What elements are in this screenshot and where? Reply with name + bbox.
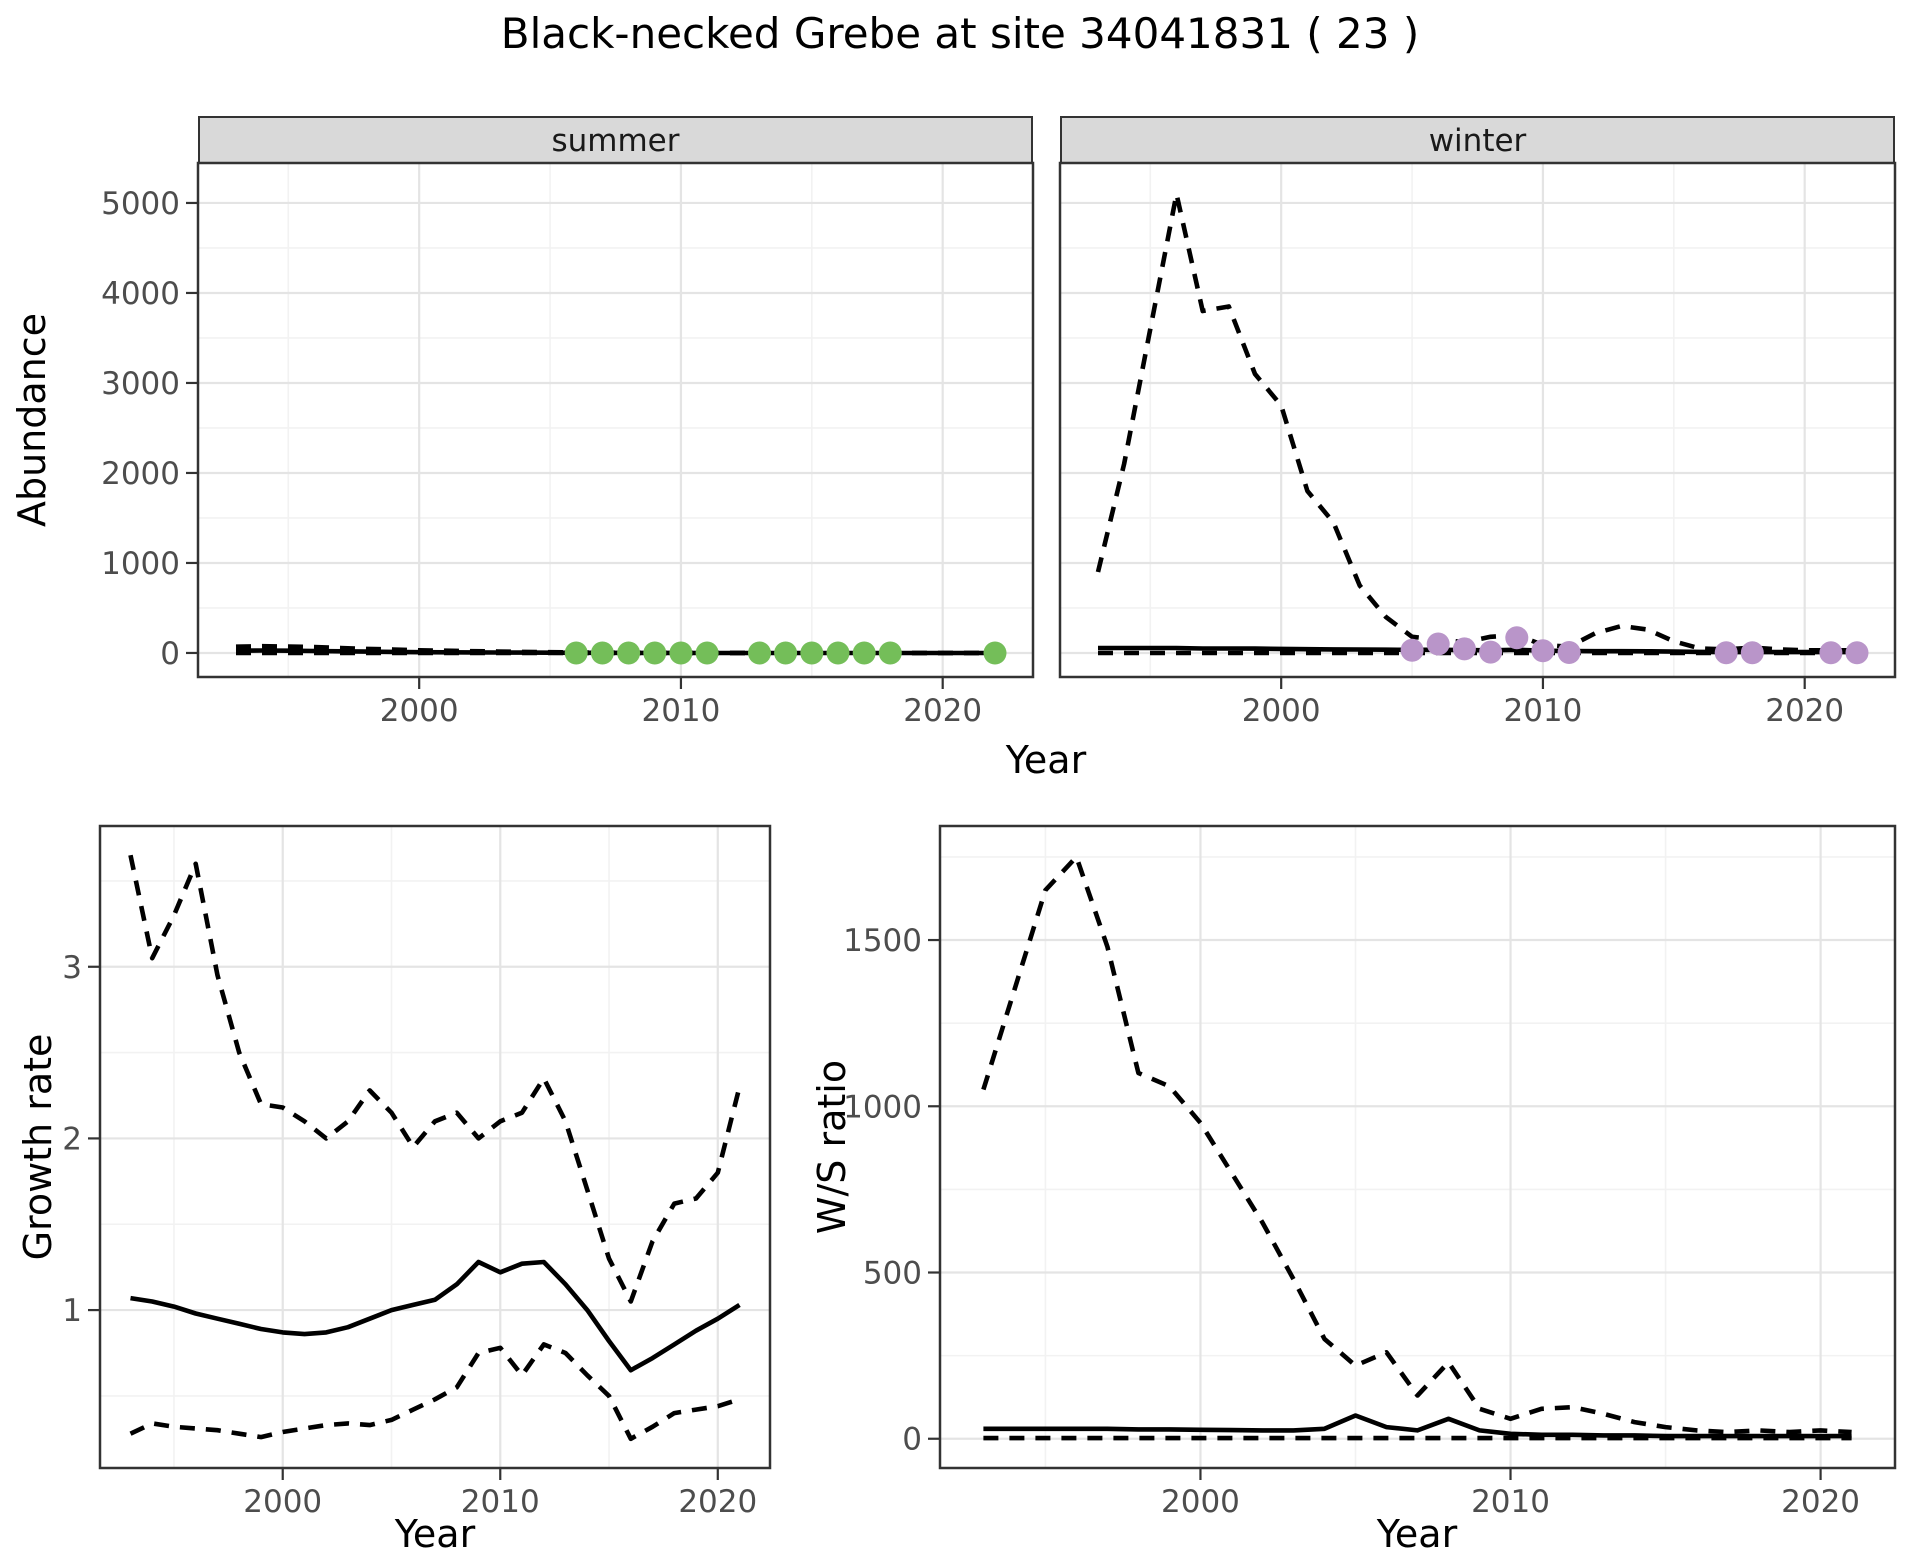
growth_rate-x-tick-label: 2010 — [461, 1484, 540, 1520]
facet-strip-summer-label: summer — [551, 122, 680, 159]
abundance_winter-observed-point — [1557, 641, 1581, 664]
abundance_winter-panel-background — [1060, 163, 1895, 677]
abundance_summer-observed-point — [800, 641, 824, 665]
abundance_winter-observed-point — [1400, 638, 1424, 662]
abundance_summer-panel-border — [196, 161, 1035, 679]
growth_rate-panel-border — [98, 824, 772, 1470]
abundance_summer-observed-point — [748, 641, 771, 665]
page-title: Black-necked Grebe at site 34041831 ( 23… — [500, 9, 1420, 58]
growth_rate-y-tick-label: 2 — [62, 1121, 82, 1157]
ws_ratio-x-tick-label: 2020 — [1781, 1484, 1860, 1520]
facet-strip-summer: summer — [198, 116, 1033, 165]
abundance_summer-observed-point — [564, 641, 588, 665]
growth_rate-x-tick-label: 2000 — [243, 1484, 322, 1520]
abundance_summer-panel-background — [198, 163, 1033, 677]
growth_rate-y-tick-label: 3 — [62, 950, 82, 986]
abundance_winter-observed-point — [1740, 641, 1764, 665]
growth-rate-x-axis-title: Year — [394, 1512, 476, 1556]
ws_ratio-panel-border — [938, 824, 1897, 1470]
abundance_winter-x-tick-label: 2010 — [1503, 693, 1582, 729]
abundance_summer-observed-point — [695, 641, 719, 665]
ws_ratio-x-tick-label: 2010 — [1471, 1484, 1550, 1520]
growth_rate-x-tick-label: 2020 — [678, 1484, 757, 1520]
abundance_summer-x-tick-label: 2010 — [641, 693, 720, 729]
ws_ratio-panel-background — [940, 826, 1895, 1468]
abundance_winter-observed-point — [1714, 641, 1738, 665]
abundance_winter-observed-point — [1505, 626, 1529, 650]
abundance_summer-x-tick-label: 2000 — [380, 693, 459, 729]
abundance_summer-y-tick-label: 5000 — [101, 186, 180, 222]
abundance_winter-observed-point — [1426, 632, 1450, 656]
abundance_summer-x-tick-label: 2020 — [903, 693, 982, 729]
abundance_winter-observed-point — [1819, 641, 1843, 665]
abundance_winter-upper_ci-line — [1095, 191, 1857, 653]
abundance_summer-observed-point — [643, 641, 667, 665]
abundance_summer-observed-point — [774, 641, 798, 665]
abundance_winter-observed-point — [1531, 639, 1555, 663]
ws_ratio-y-tick-label: 0 — [902, 1422, 922, 1458]
abundance_summer-y-tick-label: 3000 — [101, 366, 180, 402]
growth_rate-panel-background — [100, 826, 770, 1468]
ws_ratio-fit-line — [983, 1413, 1852, 1439]
abundance_summer-observed-point — [617, 641, 641, 665]
growth_rate-upper_ci-line — [128, 854, 742, 1304]
ws-ratio-x-axis-title: Year — [1376, 1512, 1458, 1556]
facet-strip-winter-label: winter — [1428, 122, 1527, 159]
growth_rate-lower_ci-line — [129, 1342, 741, 1442]
abundance_summer-observed-point — [878, 641, 902, 665]
abundance_summer-observed-point — [852, 641, 876, 665]
top-x-axis-title: Year — [1005, 738, 1087, 782]
abundance_summer-observed-point — [669, 641, 693, 665]
growth_rate-y-tick-label: 1 — [62, 1293, 82, 1329]
abundance_summer-observed-point — [983, 641, 1007, 665]
abundance_winter-observed-point — [1479, 640, 1503, 664]
facet-strip-winter: winter — [1060, 116, 1895, 165]
growth_rate-fit-line — [130, 1259, 741, 1373]
abundance_summer-y-tick-label: 4000 — [101, 276, 180, 312]
abundance_winter-x-tick-label: 2020 — [1765, 693, 1844, 729]
abundance_winter-x-tick-label: 2000 — [1242, 693, 1321, 729]
abundance_summer-observed-point — [826, 641, 850, 665]
abundance_summer-y-tick-label: 2000 — [101, 456, 180, 492]
abundance_winter-observed-point — [1452, 637, 1476, 661]
abundance_summer-y-tick-label: 1000 — [101, 546, 180, 582]
abundance_summer-observed-point — [590, 641, 614, 665]
ws_ratio-x-tick-label: 2000 — [1161, 1484, 1240, 1520]
abundance_summer-y-tick-label: 0 — [160, 636, 180, 672]
ws_ratio-y-tick-label: 1000 — [843, 1089, 922, 1125]
abundance_winter-observed-point — [1845, 641, 1869, 665]
abundance_winter-panel-border — [1058, 161, 1897, 679]
ws_ratio-y-tick-label: 500 — [863, 1256, 922, 1292]
ws_ratio-y-tick-label: 1500 — [843, 923, 922, 959]
ws_ratio-upper_ci-line — [981, 854, 1852, 1435]
